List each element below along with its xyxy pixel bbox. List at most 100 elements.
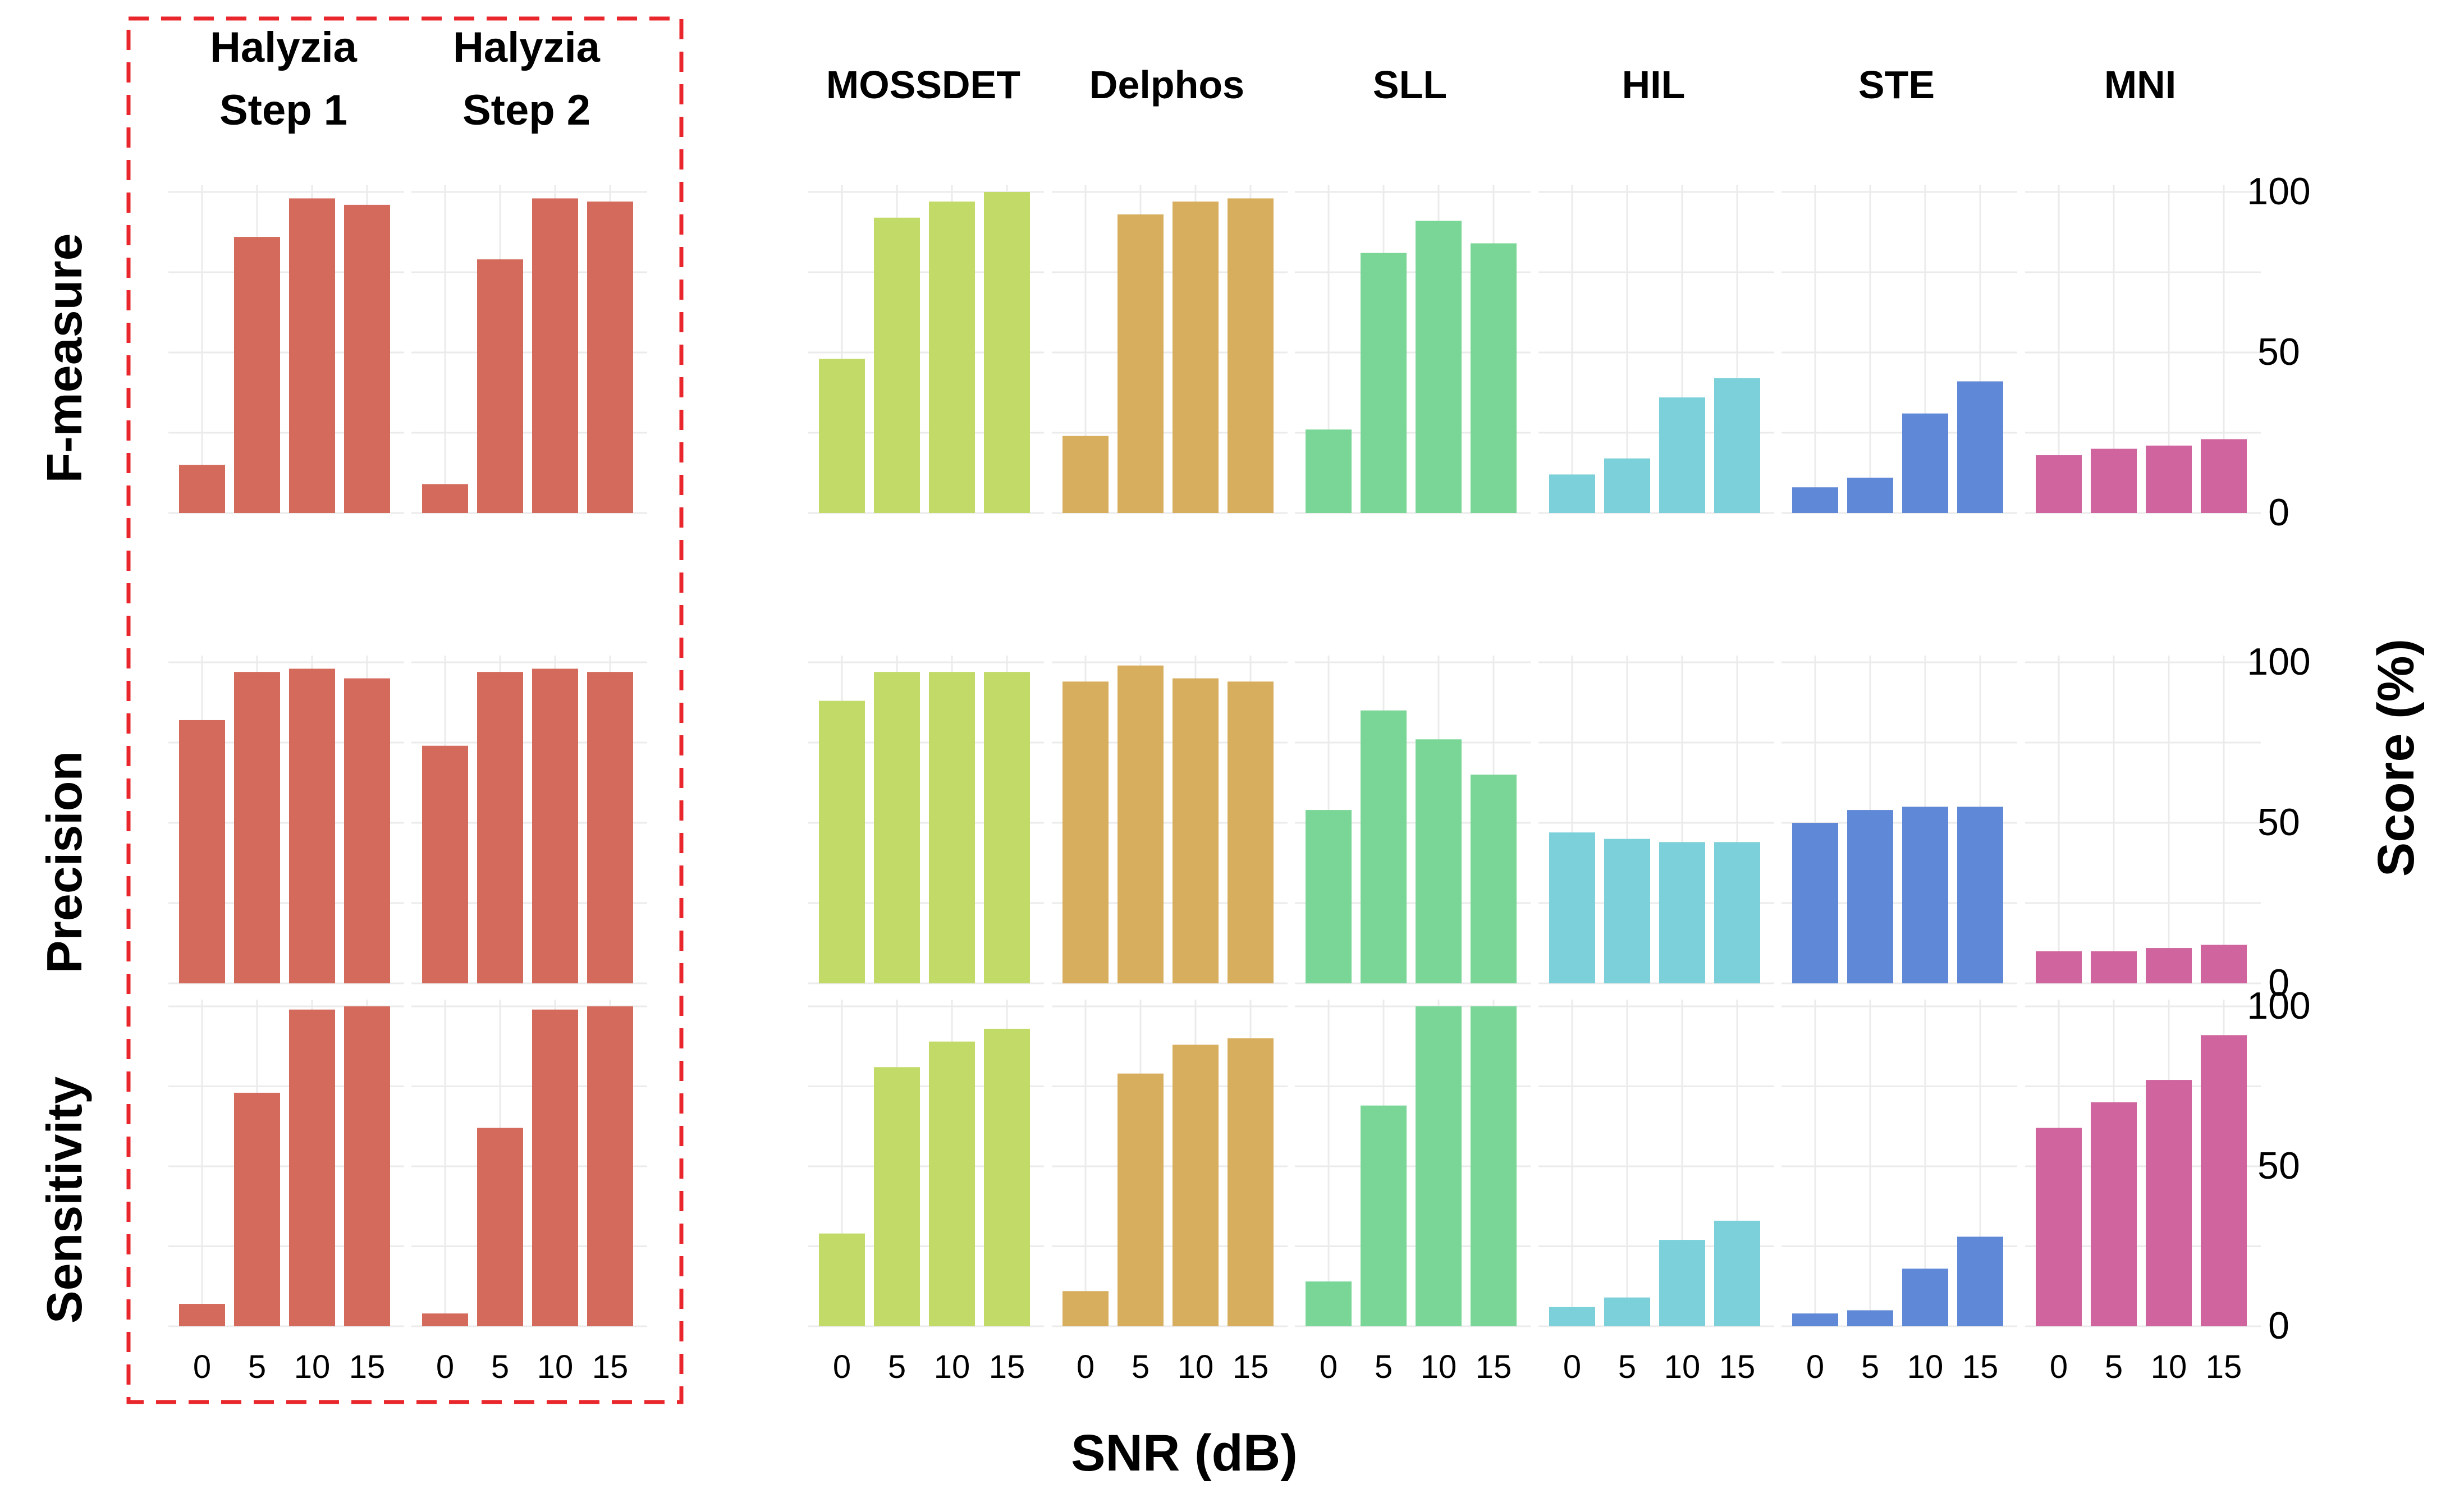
- row-title: Precision: [36, 751, 92, 973]
- bar: [2091, 951, 2137, 983]
- bar: [819, 359, 865, 513]
- bar: [2146, 948, 2192, 983]
- panel-halyzia-step-1-f-measure: [168, 185, 404, 514]
- bar: [289, 668, 335, 983]
- bar: [1306, 429, 1352, 513]
- bar: [1792, 487, 1838, 513]
- bar: [1604, 839, 1650, 983]
- bar: [1471, 775, 1517, 983]
- bar: [2201, 1035, 2247, 1326]
- column-title: Delphos: [1089, 63, 1244, 107]
- bar: [234, 672, 280, 983]
- bar: [234, 1092, 280, 1326]
- column-title: MNI: [2104, 63, 2176, 107]
- y-tick-label: 100: [2247, 984, 2310, 1027]
- bar: [1714, 842, 1760, 983]
- x-tick-label: 5: [491, 1349, 509, 1385]
- bar: [1659, 842, 1705, 983]
- panel-delphos-precision: [1052, 656, 1288, 984]
- bar: [477, 259, 523, 513]
- bar: [477, 1128, 523, 1326]
- bar: [532, 668, 578, 983]
- bar: [1714, 378, 1760, 513]
- x-tick-label: 5: [888, 1349, 906, 1385]
- bar: [1847, 478, 1893, 513]
- panel-mni-f-measure: [2025, 185, 2261, 514]
- bar: [1416, 1006, 1462, 1326]
- bar: [1549, 1307, 1595, 1326]
- bar: [422, 745, 468, 983]
- x-tick-label: 15: [1233, 1349, 1269, 1385]
- panel-hil-f-measure: [1538, 185, 1774, 514]
- panel-halyzia-step-1-sensitivity: [168, 1000, 404, 1327]
- column-title: MOSSDET: [826, 63, 1020, 107]
- x-tick-label: 15: [1719, 1349, 1756, 1385]
- x-tick-label: 0: [833, 1349, 851, 1385]
- x-tick-label: 5: [2105, 1349, 2123, 1385]
- panel-ste-f-measure: [1781, 185, 2017, 514]
- bar: [587, 1006, 633, 1326]
- column-title: Halyzia: [210, 24, 358, 71]
- x-tick-label: 15: [592, 1349, 629, 1385]
- bar: [1228, 198, 1274, 513]
- bar: [477, 672, 523, 983]
- bar: [1902, 1268, 1948, 1326]
- bar: [2091, 448, 2137, 513]
- bar: [2146, 445, 2192, 513]
- panel-mni-sensitivity: [2025, 1000, 2261, 1327]
- x-tick-label: 15: [1476, 1349, 1512, 1385]
- x-tick-label: 10: [294, 1349, 331, 1385]
- bar: [819, 700, 865, 983]
- bar: [1471, 1006, 1517, 1326]
- column-title: Step 1: [219, 86, 347, 134]
- bar: [984, 1028, 1030, 1326]
- x-tick-label: 5: [1861, 1349, 1879, 1385]
- y-tick-label: 50: [2257, 801, 2300, 844]
- x-tick-label: 15: [349, 1349, 386, 1385]
- x-tick-label: 10: [934, 1349, 970, 1385]
- bar: [1792, 1313, 1838, 1326]
- panel-sll-sensitivity: [1295, 1000, 1531, 1327]
- x-tick-label: 0: [1563, 1349, 1581, 1385]
- bar: [1062, 681, 1109, 983]
- bar: [1228, 1038, 1274, 1326]
- bar: [1361, 710, 1407, 983]
- column-title: STE: [1858, 63, 1935, 107]
- x-tick-label: 0: [2050, 1349, 2068, 1385]
- x-tick-label: 0: [1077, 1349, 1094, 1385]
- x-tick-label: 10: [2151, 1349, 2187, 1385]
- panel-halyzia-step-2-f-measure: [411, 185, 647, 514]
- bar: [1306, 1281, 1352, 1326]
- bar: [1659, 1240, 1705, 1326]
- panel-delphos-f-measure: [1052, 185, 1288, 514]
- row-title: Sensitivity: [36, 1077, 92, 1323]
- x-tick-label: 5: [1375, 1349, 1393, 1385]
- bar: [1471, 243, 1517, 513]
- bar: [984, 192, 1030, 513]
- bar: [1062, 436, 1109, 513]
- panel-mossdet-f-measure: [808, 185, 1044, 514]
- x-tick-label: 5: [1132, 1349, 1149, 1385]
- y-tick-label: 100: [2247, 170, 2310, 213]
- bar: [2036, 951, 2082, 983]
- bar: [874, 217, 920, 513]
- bar: [532, 1009, 578, 1326]
- bar: [2201, 945, 2247, 983]
- bar: [1228, 681, 1274, 983]
- bar: [344, 678, 390, 983]
- bar: [984, 672, 1030, 983]
- bar: [1847, 1310, 1893, 1326]
- bar: [344, 204, 390, 513]
- bar: [819, 1233, 865, 1326]
- bar: [234, 237, 280, 513]
- panel-ste-precision: [1781, 656, 2017, 984]
- y-axis-title: Score (%): [2367, 639, 2425, 877]
- bar: [929, 672, 975, 983]
- bar: [1549, 832, 1595, 983]
- bar: [532, 198, 578, 513]
- y-tick-label: 100: [2247, 640, 2310, 683]
- bar: [1792, 823, 1838, 983]
- x-axis-title: SNR (dB): [1071, 1424, 1298, 1482]
- panel-sll-precision: [1295, 656, 1531, 984]
